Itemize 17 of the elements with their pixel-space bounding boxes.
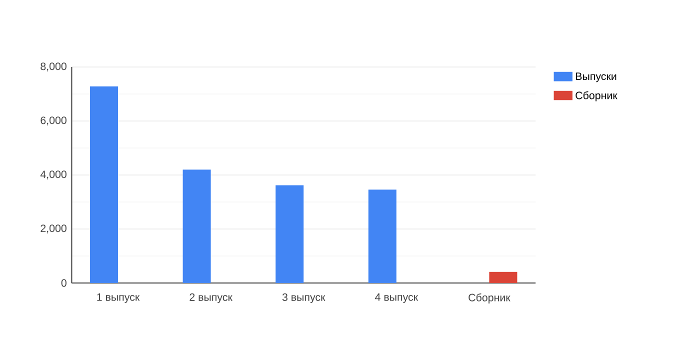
bar (276, 185, 304, 283)
legend-label: Выпуски (576, 72, 616, 82)
x-tick-label: Сборник (468, 293, 510, 304)
y-tick-label: 2,000 (40, 224, 66, 234)
y-tick-label: 0 (61, 279, 66, 287)
y-tick-label: 4,000 (40, 170, 66, 180)
x-tick-label: 4 выпуск (375, 293, 418, 303)
x-tick-label: 3 выпуск (282, 293, 326, 304)
x-tick-label: 1 выпуск (97, 293, 140, 303)
bar (90, 86, 118, 283)
x-tick-label: 2 выпуск (190, 293, 232, 304)
bar (489, 272, 518, 283)
y-tick-label: 8,000 (40, 62, 66, 72)
bar (182, 170, 211, 283)
legend-label: Сборник (576, 91, 618, 102)
y-tick-label: 6,000 (40, 116, 66, 126)
bar (368, 190, 396, 283)
